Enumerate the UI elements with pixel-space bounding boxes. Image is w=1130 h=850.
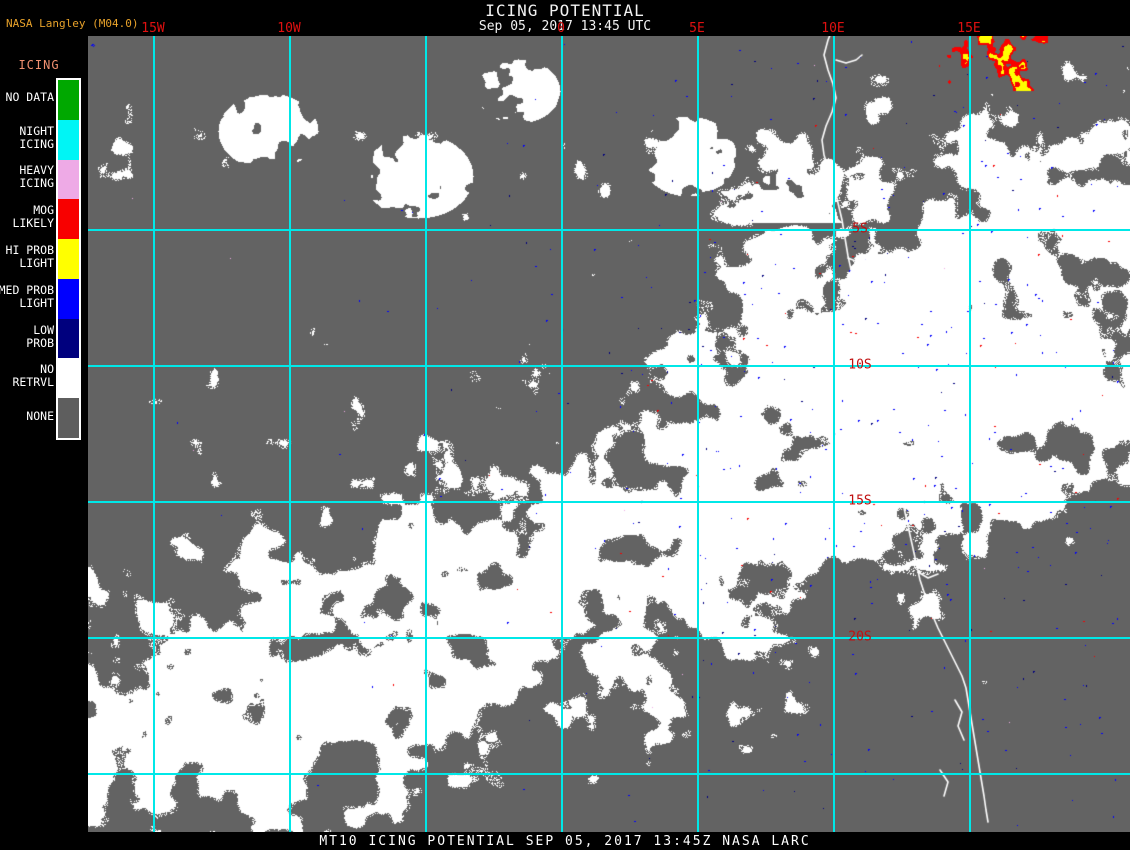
lon-label-0: 0: [557, 21, 565, 36]
legend-label: NONE: [26, 408, 54, 423]
gridline-longitude: [697, 36, 699, 832]
lon-label-5e: 5E: [689, 21, 705, 36]
legend-swatch[interactable]: [58, 159, 79, 200]
legend-swatch[interactable]: [58, 358, 79, 399]
gridline-longitude: [561, 36, 563, 832]
gridline-latitude: [88, 229, 1130, 231]
status-bar-text: MT10 ICING POTENTIAL SEP 05, 2017 13:45Z…: [319, 834, 811, 849]
page-title: ICING POTENTIAL: [485, 1, 645, 20]
lon-label-15e: 15E: [957, 21, 981, 36]
legend-title: ICING: [18, 58, 60, 72]
lat-label-15s: 15S: [848, 493, 872, 509]
gridline-longitude: [969, 36, 971, 832]
legend-label: MOG LIKELY: [12, 203, 54, 231]
legend-swatch[interactable]: [58, 398, 79, 438]
agency-label: NASA Langley (M04.0): [6, 17, 139, 30]
legend-swatch[interactable]: [58, 119, 79, 160]
gridline-longitude: [425, 36, 427, 832]
gridline-latitude: [88, 365, 1130, 367]
gridline-longitude: [833, 36, 835, 832]
gridline-latitude: [88, 501, 1130, 503]
legend-swatch[interactable]: [58, 199, 79, 240]
lat-label-20s: 20S: [848, 629, 872, 645]
gridline-latitude: [88, 773, 1130, 775]
legend-label: LOW PROB: [26, 322, 54, 350]
legend-panel[interactable]: ICING NO DATA NIGHT ICING HEAVY ICING MOG L…: [0, 36, 86, 442]
gridline-latitude: [88, 637, 1130, 639]
lat-label-5s: 5S: [852, 221, 868, 237]
satellite-map[interactable]: [88, 36, 1130, 832]
legend-colorbar[interactable]: [56, 78, 81, 440]
lat-label-10s: 10S: [848, 357, 872, 373]
legend-swatch[interactable]: [58, 80, 79, 120]
legend-label: NIGHT ICING: [19, 123, 54, 151]
lon-label-15w: 15W: [141, 21, 165, 36]
legend-swatch[interactable]: [58, 318, 79, 359]
lon-label-10e: 10E: [821, 21, 845, 36]
icing-potential-raster: [88, 36, 1130, 832]
status-bar: MT10 ICING POTENTIAL SEP 05, 2017 13:45Z…: [0, 832, 1130, 850]
legend-swatch[interactable]: [58, 239, 79, 279]
legend-label: NO RETRVL: [12, 362, 54, 390]
gridline-longitude: [289, 36, 291, 832]
lon-label-10w: 10W: [277, 21, 301, 36]
legend-label: NO DATA: [5, 90, 54, 105]
legend-label: HEAVY ICING: [19, 163, 54, 191]
legend-label: MED PROB LIGHT: [0, 282, 54, 310]
legend-label: HI PROB LIGHT: [5, 243, 54, 270]
gridline-longitude: [153, 36, 155, 832]
legend-swatch[interactable]: [58, 278, 79, 319]
